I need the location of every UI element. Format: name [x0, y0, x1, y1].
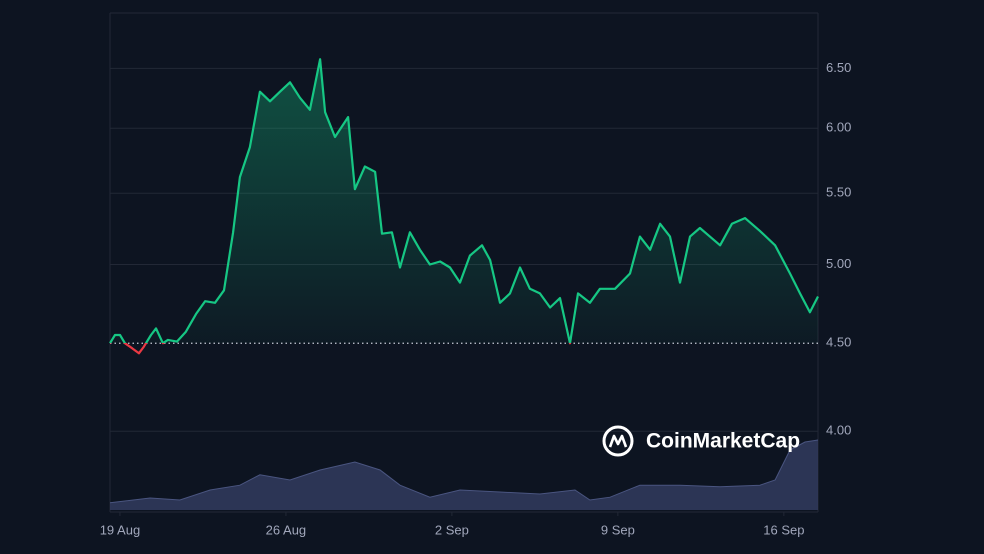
volume-line [109, 439, 819, 504]
y-tick-label: 5.00 [826, 256, 851, 271]
x-tick-label: 16 Sep [763, 522, 804, 537]
volume-area [110, 440, 818, 510]
x-tick-label: 2 Sep [435, 522, 469, 537]
x-tick-label: 19 Aug [100, 522, 141, 537]
volume-layer [109, 439, 819, 510]
y-tick-label: 6.50 [826, 60, 851, 75]
x-tick-label: 9 Sep [601, 522, 635, 537]
y-tick-label: 4.50 [826, 335, 851, 350]
watermark-text: CoinMarketCap [646, 430, 800, 453]
line-layer [109, 58, 819, 355]
area-layer [110, 59, 818, 344]
logo-ring [602, 425, 634, 457]
y-tick-label: 6.00 [826, 120, 851, 135]
y-tick-label: 4.00 [826, 423, 851, 438]
x-tick-label: 26 Aug [266, 522, 307, 537]
logo-mark [608, 434, 628, 448]
watermark: CoinMarketCap [602, 425, 800, 457]
y-tick-label: 5.50 [826, 185, 851, 200]
price-line [109, 58, 819, 355]
tick-layer: 4.00 4.50 5.00 5.50 6.00 6.50 19 Aug 26 Aug 2 Se… [100, 60, 852, 538]
price-area [110, 59, 818, 344]
